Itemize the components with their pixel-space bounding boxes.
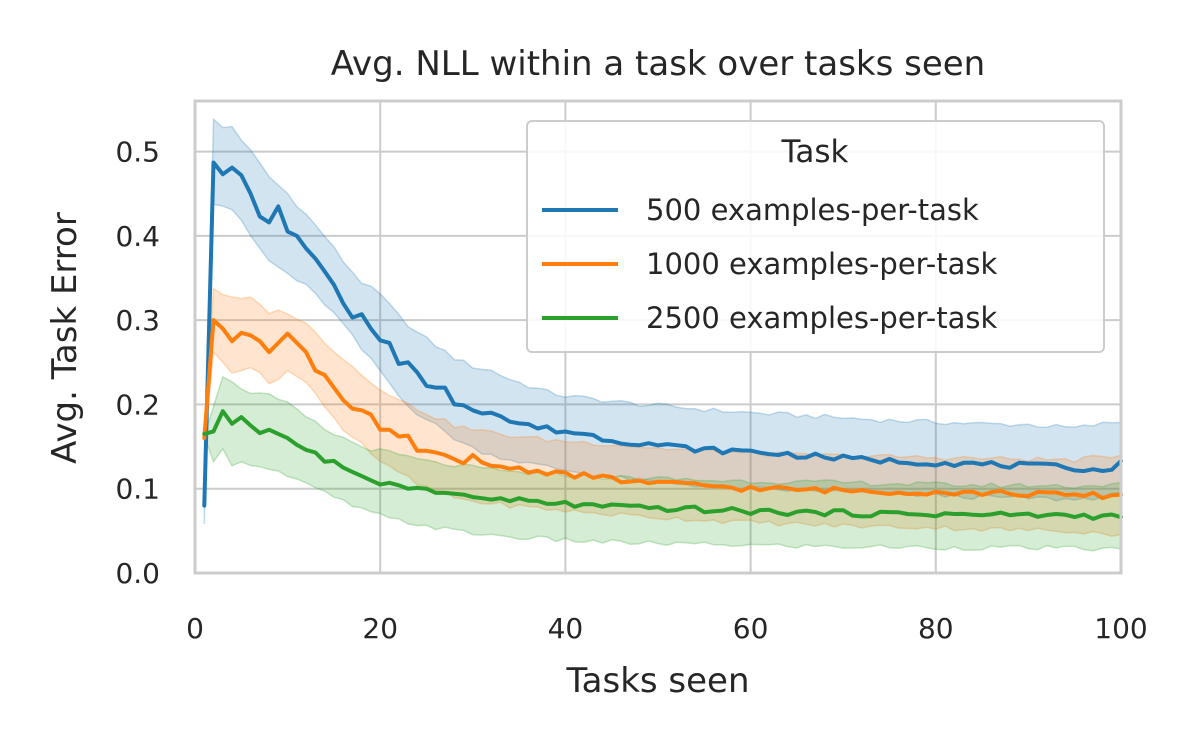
series-line-3 [202, 409, 1123, 521]
series-lines [202, 160, 1123, 521]
x-tick-label: 40 [548, 612, 584, 645]
y-axis-label: Avg. Task Error [45, 212, 85, 464]
axes-frame [193, 99, 1123, 575]
y-tick-label: 0.4 [115, 220, 160, 253]
y-axis-ticks: 0.0 0.1 0.2 0.3 0.4 0.5 [115, 136, 160, 590]
x-axis-ticks: 0 20 40 60 80 100 [186, 612, 1148, 645]
y-tick-label: 0.3 [115, 304, 160, 337]
x-tick-label: 60 [733, 612, 769, 645]
legend-entry-3: 2500 examples-per-task [646, 301, 997, 335]
legend-box [526, 120, 1105, 353]
legend-entry-1: 500 examples-per-task [646, 193, 979, 227]
legend-title: Task [781, 134, 849, 170]
x-tick-label: 80 [918, 612, 954, 645]
y-tick-label: 0.2 [115, 388, 160, 421]
y-tick-label: 0.1 [115, 473, 160, 506]
plot-frame [193, 99, 1123, 575]
series-line-2 [202, 318, 1123, 501]
x-tick-label: 0 [186, 612, 204, 645]
legend-entry-2: 1000 examples-per-task [646, 247, 997, 281]
x-tick-label: 20 [362, 612, 398, 645]
y-tick-label: 0.0 [115, 557, 160, 590]
series-line-1 [202, 160, 1123, 508]
x-axis-label: Tasks seen [566, 661, 750, 701]
x-tick-label: 100 [1094, 612, 1147, 645]
chart-title: Avg. NLL within a task over tasks seen [331, 44, 985, 84]
y-tick-label: 0.5 [115, 136, 160, 169]
legend: Task 500 examples-per-task 1000 examples-… [526, 120, 1105, 353]
